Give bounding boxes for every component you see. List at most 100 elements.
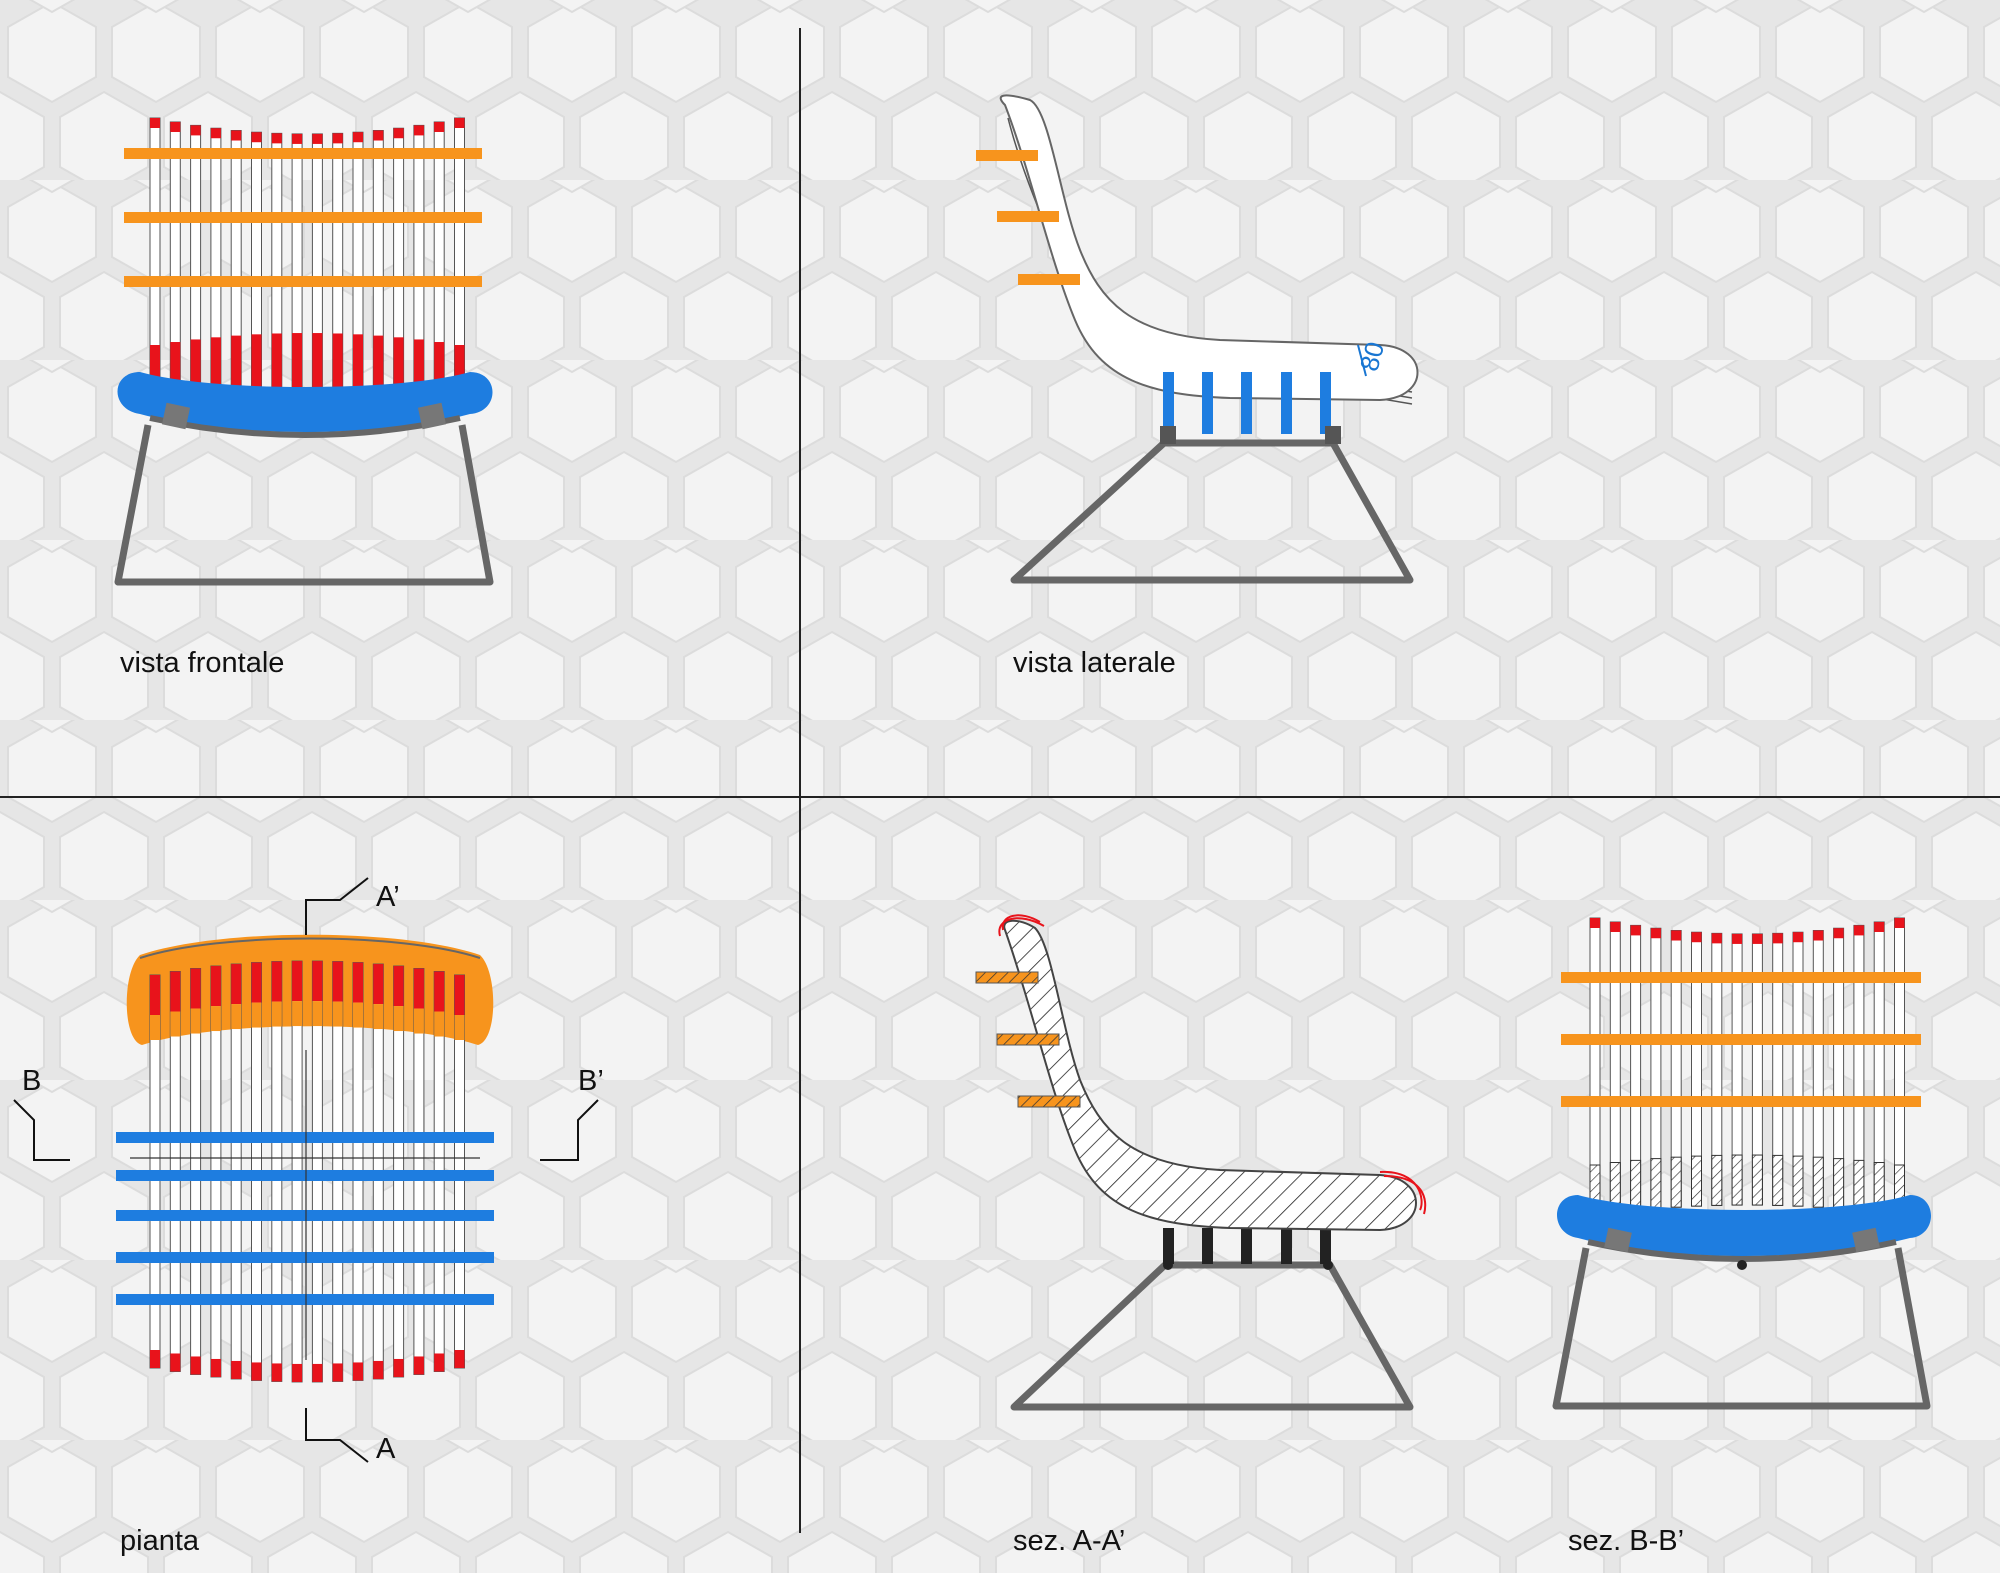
bb-rod-top-cap: [1874, 921, 1885, 932]
plan-rod-orange-segment: [251, 1002, 262, 1028]
front-rods: [149, 117, 465, 401]
plan-rod-bottom-cap: [312, 1363, 323, 1382]
plan-rod-top-cap: [292, 961, 303, 1002]
plan-rod-orange-segment: [170, 1011, 181, 1037]
mark-a: A: [376, 1433, 396, 1465]
front-rod-top-cap: [150, 118, 160, 128]
bb-rod-top-cap: [1833, 928, 1844, 939]
front-rod-top-cap: [393, 128, 404, 139]
front-bracket-right: [417, 402, 447, 430]
plan-blue-bar: [116, 1132, 494, 1143]
front-bracket-left: [161, 402, 191, 430]
sec-aa-pin-right: [1323, 1260, 1333, 1270]
sec-aa-caps: [998, 914, 1427, 1215]
plan-rod-top-cap: [150, 975, 160, 1015]
label-pianta: pianta: [120, 1525, 200, 1557]
front-rod-top-cap: [210, 128, 221, 139]
bb-rod-top-cap: [1732, 933, 1743, 944]
sec-aa-posts: [1163, 1228, 1331, 1264]
bb-rod-hatched-end: [1772, 1154, 1784, 1206]
front-rod-bottom-cap: [170, 342, 181, 398]
bb-rod-hatched-end: [1751, 1154, 1763, 1206]
sec-bb-seat-pad: [1557, 1195, 1931, 1256]
sec-bb-orange-bars: [1561, 972, 1921, 1107]
dimension-tick: [1357, 344, 1367, 377]
plan-rod-orange-segment: [231, 1004, 242, 1030]
plan-rod-orange-segment: [393, 1006, 404, 1032]
front-rod-top-cap: [332, 133, 343, 144]
plan-rod-bottom-cap: [373, 1360, 384, 1379]
bb-rod-hatched-end: [1650, 1158, 1662, 1210]
plan-rod-bottom-cap: [353, 1362, 363, 1381]
plan-rod-bottom-cap: [170, 1353, 181, 1372]
plan-rod-top-cap: [413, 968, 424, 1009]
bb-rod-hatched-end: [1853, 1159, 1865, 1211]
front-rod-bottom-cap: [271, 333, 282, 389]
bb-rod-top-cap: [1772, 933, 1783, 944]
front-rod-bottom-cap: [210, 337, 221, 393]
front-rod-top-cap: [170, 121, 181, 132]
front-rod-top-cap: [353, 132, 363, 143]
plan-rod-top-cap: [454, 975, 465, 1015]
front-rod-bottom-cap: [292, 333, 303, 389]
plan-rod-top-cap: [231, 964, 242, 1005]
side-orange-bars: [976, 150, 1080, 285]
sec-bb-pin: [1737, 1260, 1747, 1270]
bb-rod-top-cap: [1590, 918, 1600, 928]
front-rod-bottom-cap: [413, 339, 424, 395]
side-bracket-right: [1325, 426, 1341, 444]
plan-rod-bottom-cap: [292, 1363, 303, 1382]
side-bracket-left: [1160, 426, 1176, 444]
section-mark-b: [13, 1099, 70, 1161]
plan-rod-orange-segment: [292, 1001, 303, 1027]
front-rod-top-cap: [292, 133, 303, 144]
plan-rod-top-cap: [210, 966, 221, 1007]
front-rod-top-cap: [434, 121, 445, 132]
front-view-drawing: vista frontale: [114, 117, 494, 679]
bb-rod-top-cap: [1752, 933, 1763, 944]
front-rod-bottom-cap: [231, 335, 242, 391]
bb-rod-hatched-end: [1792, 1155, 1804, 1207]
plan-rod-bottom-cap: [413, 1356, 424, 1375]
label-vista-frontale: vista frontale: [120, 647, 284, 679]
front-rod-top-cap: [413, 125, 424, 136]
front-seat-curve: [149, 415, 461, 438]
plan-rod-orange-segment: [454, 1015, 465, 1040]
mark-b-prime: B’: [578, 1065, 604, 1097]
front-rod-bottom-cap: [332, 333, 343, 389]
front-rod-bottom-cap: [251, 334, 262, 390]
sec-aa-shell: [1003, 919, 1417, 1232]
bb-rod-top-cap: [1671, 930, 1682, 941]
plan-blue-bar: [116, 1294, 494, 1305]
front-rod-bottom-cap: [434, 342, 445, 398]
sec-bb-bracket-right: [1852, 1227, 1880, 1253]
plan-rod-bottom-cap: [231, 1360, 242, 1379]
front-rod-top-cap: [312, 133, 323, 144]
front-orange-bars: [124, 148, 482, 287]
bb-rod-top-cap: [1650, 928, 1661, 939]
plan-rod-bottom-cap: [190, 1356, 201, 1375]
plan-rod-bottom-cap: [332, 1363, 343, 1382]
bb-rod-hatched-end: [1731, 1154, 1743, 1206]
front-rod-top-cap: [231, 130, 242, 141]
plan-rod-top-cap: [373, 964, 384, 1005]
sec-aa-orange-bars: [975, 971, 1081, 1108]
plan-view-drawing: A’ A B B’ pianta: [13, 877, 604, 1557]
plan-rod-orange-segment: [312, 1001, 323, 1027]
plan-rod-top-cap: [190, 968, 201, 1009]
label-sez-bb: sez. B-B’: [1568, 1525, 1684, 1557]
bb-rod-top-cap: [1630, 925, 1641, 936]
front-rod-bottom-cap: [353, 334, 363, 390]
plan-rod-top-cap: [353, 962, 363, 1003]
sec-bb-bracket-left: [1604, 1227, 1632, 1253]
plan-rod-orange-segment: [332, 1001, 343, 1027]
plan-rod-orange-segment: [190, 1008, 201, 1034]
front-rod-top-cap: [454, 118, 465, 128]
plan-orange-edge: [139, 937, 481, 959]
sec-bb-rods: [1589, 917, 1905, 1216]
section-mark-b-prime: [540, 1099, 599, 1161]
plan-center-lines: [130, 1050, 480, 1360]
section-mark-a: [305, 1408, 369, 1463]
plan-rod-bottom-cap: [454, 1350, 465, 1368]
plan-blue-bar: [116, 1170, 494, 1181]
